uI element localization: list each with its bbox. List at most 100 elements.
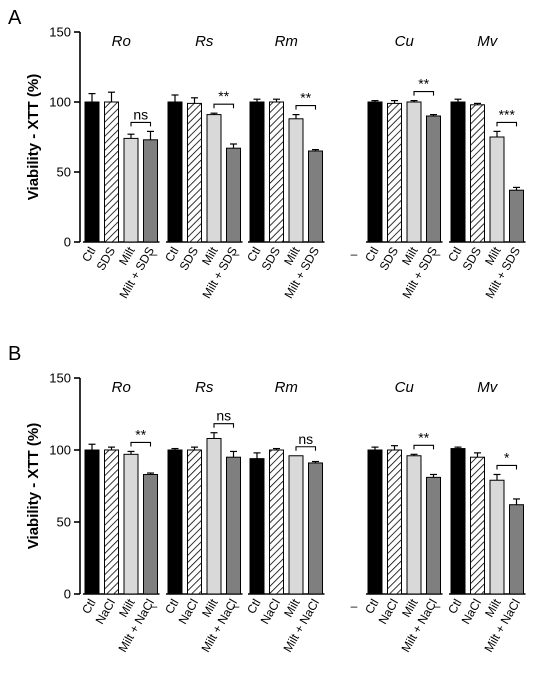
panel-letter: A <box>8 7 22 29</box>
x-tick-label: SDS <box>94 245 118 273</box>
bar-sds <box>187 102 202 243</box>
x-tick-label: Ctl <box>445 245 464 265</box>
significance-bracket <box>213 423 235 428</box>
group-label: Cu <box>395 33 415 50</box>
bar-nacl <box>387 449 402 595</box>
bar-sds <box>387 102 402 243</box>
x-tick-label: Ctl <box>362 597 381 617</box>
x-tick-label: Ctl <box>79 597 98 617</box>
significance-bracket <box>413 91 435 96</box>
bar-nacl <box>269 449 284 595</box>
x-tick-label: Ctl <box>162 245 181 265</box>
significance-label: ** <box>135 426 146 442</box>
y-tick-label: 50 <box>57 515 71 530</box>
significance-bracket <box>496 121 518 127</box>
y-tick-label: 100 <box>49 443 71 458</box>
x-tick-label: Ctl <box>79 245 98 265</box>
group-label: Ro <box>112 379 131 396</box>
x-tick-label: NaCl <box>376 597 401 627</box>
bar-sds <box>269 101 284 243</box>
bar-milt <box>288 118 304 243</box>
bar-milt <box>288 455 304 595</box>
group-label: Cu <box>395 379 415 396</box>
significance-label: * <box>504 449 510 465</box>
bar-ctl <box>167 101 183 243</box>
bar-milt-sds <box>509 189 524 243</box>
bar-milt <box>406 101 422 243</box>
y-tick-label: 150 <box>49 371 71 386</box>
bar-milt-nacl <box>143 473 158 595</box>
bar-nacl <box>187 449 202 595</box>
bar-ctl <box>367 449 383 595</box>
significance-label: ns <box>133 106 148 122</box>
y-axis-label: Viability - XTT (%) <box>25 423 42 549</box>
bar-ctl <box>84 101 100 243</box>
group-label: Ro <box>112 33 131 50</box>
x-tick-label: NaCl <box>93 597 118 627</box>
bar-nacl <box>104 449 119 595</box>
group-label: Mv <box>477 33 498 50</box>
y-tick-label: 100 <box>49 95 71 110</box>
group-label: Rm <box>275 33 298 50</box>
bar-ctl <box>367 101 383 243</box>
group-label: Mv <box>477 379 498 396</box>
bar-milt <box>489 479 505 595</box>
bar-milt-sds <box>226 147 241 243</box>
x-axis-break-marker: – <box>434 599 441 613</box>
significance-bracket <box>413 444 435 450</box>
bar-milt <box>206 437 222 595</box>
bar-milt <box>123 137 139 243</box>
group-label: Rs <box>195 33 214 50</box>
significance-bracket <box>496 464 518 470</box>
significance-label: ** <box>218 88 229 104</box>
bar-ctl <box>450 101 466 243</box>
bar-milt <box>206 114 222 243</box>
bar-sds <box>104 101 119 243</box>
significance-bracket <box>213 103 235 109</box>
significance-label: ns <box>216 408 231 424</box>
significance-label: ** <box>418 429 429 445</box>
y-axis-label: Viability - XTT (%) <box>25 74 42 200</box>
x-tick-label: NaCl <box>459 597 484 627</box>
bar-ctl <box>249 458 265 595</box>
x-axis-break-marker: – <box>351 599 358 613</box>
x-tick-label: Ctl <box>244 245 263 265</box>
bar-milt-sds <box>426 115 441 243</box>
bar-ctl <box>167 449 183 595</box>
y-tick-label: 0 <box>64 587 71 602</box>
group-label: Rm <box>275 379 298 396</box>
y-tick-label: 50 <box>57 165 71 180</box>
bar-milt-sds <box>143 139 158 243</box>
x-tick-label: SDS <box>177 245 201 273</box>
bar-milt-sds <box>308 150 323 243</box>
bar-ctl <box>249 101 265 243</box>
x-axis-break-marker: – <box>151 247 158 261</box>
x-tick-label: Ctl <box>362 245 381 265</box>
bar-ctl <box>450 448 466 595</box>
bar-milt <box>406 455 422 595</box>
significance-bracket <box>130 441 152 447</box>
significance-bracket <box>130 121 152 127</box>
y-tick-label: 0 <box>64 235 71 250</box>
bar-milt-nacl <box>308 462 323 595</box>
x-tick-label: Ctl <box>445 597 464 617</box>
panel-letter: B <box>8 343 21 365</box>
x-tick-label: SDS <box>460 245 484 273</box>
x-tick-label: Ctl <box>244 597 263 617</box>
significance-bracket <box>295 105 317 110</box>
significance-bracket <box>295 446 317 451</box>
significance-label: ** <box>300 90 311 106</box>
x-axis-break-marker: – <box>233 247 240 261</box>
x-axis-break-marker: – <box>434 247 441 261</box>
bar-nacl <box>470 456 485 595</box>
y-tick-label: 150 <box>49 25 71 40</box>
bar-ctl <box>84 449 100 595</box>
x-tick-label: SDS <box>377 245 401 273</box>
bar-milt-nacl <box>509 504 524 595</box>
x-tick-label: NaCl <box>176 597 201 627</box>
bar-sds <box>470 104 485 243</box>
group-label: Rs <box>195 379 214 396</box>
